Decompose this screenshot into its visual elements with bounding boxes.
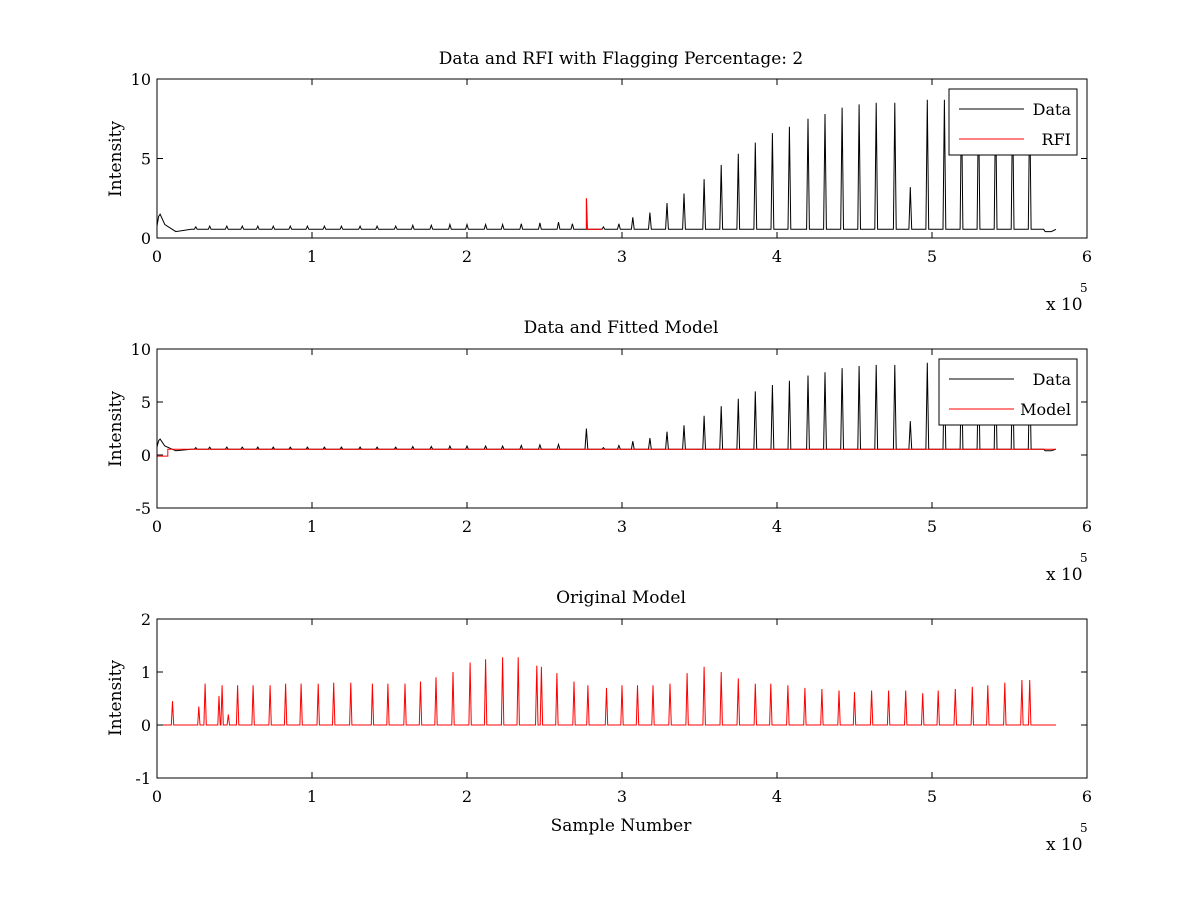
x-tick-label: 5	[927, 787, 937, 806]
plot-area	[161, 657, 1056, 726]
y-tick-label: 5	[141, 393, 151, 412]
legend-box	[948, 88, 1078, 156]
x-tick-label: 3	[617, 247, 627, 266]
bottom-panel-title: Original Model	[556, 588, 686, 608]
y-tick-label: 10	[131, 340, 151, 359]
x-tick-label: 2	[462, 787, 472, 806]
middle-panel-x-exponent-power: 5	[1080, 551, 1088, 565]
y-tick-label: 10	[131, 70, 151, 89]
plot-area	[157, 99, 1057, 233]
y-tick-label: 0	[141, 716, 151, 735]
top-panel-x-exponent-power: 5	[1080, 281, 1088, 295]
legend-box	[938, 358, 1078, 426]
top-panel-x-exponent: x 10	[1046, 295, 1083, 315]
top-panel-title: Data and RFI with Flagging Percentage: 2	[439, 49, 803, 69]
x-tick-label: 4	[772, 247, 782, 266]
y-tick-label: 0	[141, 229, 151, 248]
middle-panel-x-exponent: x 10	[1046, 565, 1083, 585]
y-tick-label: 1	[141, 663, 151, 682]
bottom-panel-x-exponent-power: 5	[1080, 821, 1088, 835]
x-tick-label: 1	[307, 517, 317, 536]
x-tick-label: 3	[617, 787, 627, 806]
legend-label-model: Model	[1020, 400, 1071, 419]
bottom-panel-original-model: Original Model Intensity Sample Number x…	[106, 588, 1092, 855]
top-panel-ylabel: Intensity	[106, 121, 126, 197]
bottom-panel-ylabel: Intensity	[106, 660, 126, 736]
bottom-panel-xlabel: Sample Number	[551, 816, 693, 836]
x-tick-label: 1	[307, 787, 317, 806]
legend: Data RFI	[948, 88, 1078, 156]
middle-panel-title: Data and Fitted Model	[524, 318, 719, 338]
x-tick-label: 4	[772, 517, 782, 536]
y-tick-label: 0	[141, 446, 151, 465]
middle-panel-data-model: Data and Fitted Model Intensity x 10 5 0…	[106, 318, 1092, 585]
x-tick-label: 2	[462, 247, 472, 266]
x-tick-label: 6	[1082, 787, 1092, 806]
middle-panel-ylabel: Intensity	[106, 391, 126, 467]
x-tick-label: 0	[152, 517, 162, 536]
bottom-panel-x-exponent: x 10	[1046, 835, 1083, 855]
x-tick-label: 5	[927, 247, 937, 266]
x-tick-label: 5	[927, 517, 937, 536]
legend-label-data: Data	[1033, 370, 1072, 389]
series-line-model	[157, 448, 1056, 457]
y-tick-label: 5	[141, 150, 151, 169]
x-tick-label: 4	[772, 787, 782, 806]
x-tick-label: 6	[1082, 517, 1092, 536]
top-panel-data-rfi: Data and RFI with Flagging Percentage: 2…	[106, 49, 1092, 315]
legend-label-rfi: RFI	[1042, 130, 1071, 149]
x-tick-label: 1	[307, 247, 317, 266]
series-line-rfi	[585, 198, 602, 230]
x-tick-label: 3	[617, 517, 627, 536]
x-tick-label: 6	[1082, 247, 1092, 266]
y-tick-label: 2	[141, 610, 151, 629]
series-line-model	[161, 657, 1056, 726]
x-tick-label: 0	[152, 787, 162, 806]
x-tick-label: 2	[462, 517, 472, 536]
y-tick-label: -1	[135, 769, 151, 788]
y-tick-label: -5	[135, 499, 151, 518]
plot-area	[157, 362, 1057, 457]
legend-label-data: Data	[1033, 100, 1072, 119]
series-line-data	[157, 99, 1057, 233]
legend: Data Model	[938, 358, 1078, 426]
x-tick-label: 0	[152, 247, 162, 266]
